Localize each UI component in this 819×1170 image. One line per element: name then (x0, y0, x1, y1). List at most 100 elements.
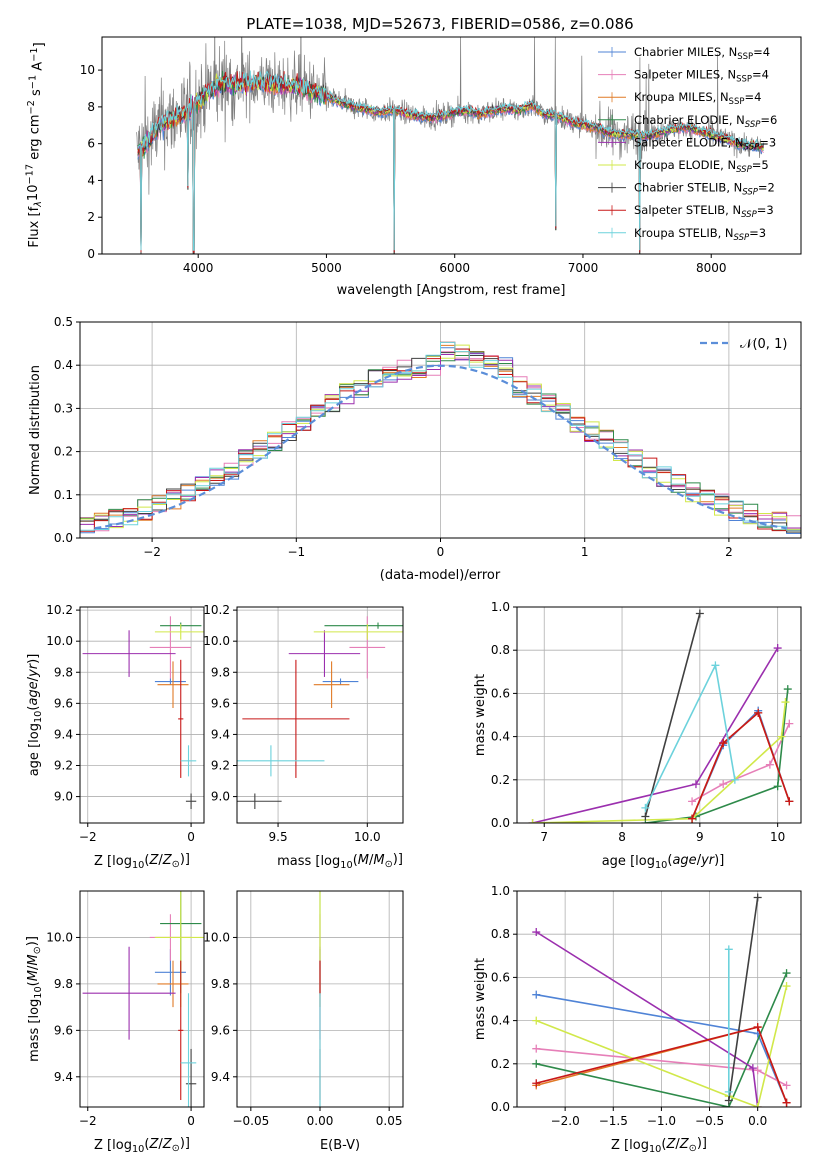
age_vs_Z-ytick-label: 9.4 (54, 727, 73, 741)
mass_vs_EBV-xtick-label: 0.00 (307, 1114, 334, 1128)
legend-label: Chabrier STELIB, NSSP=2 (634, 181, 775, 198)
mass-weight-point (532, 1044, 541, 1053)
spectrum-axes: 4000 5000 6000 7000 8000 0 2 4 6 8 10 (80, 36, 802, 275)
age-vs-Z-xlabel: Z [log10(Z/Z⊙)] (94, 852, 190, 871)
massweight-age-ylabel: mass weight (473, 674, 488, 756)
massweight_vs_age-xtick-label: 8 (618, 830, 626, 844)
massweight_vs_age-ytick-label: 0.4 (491, 730, 510, 744)
residuals-xlabel: (data-model)/error (380, 568, 501, 583)
massweight_vs_Z-ytick-label: 0.6 (491, 970, 510, 984)
massweight_vs_Z-plot-area (532, 893, 791, 1107)
residuals-axes: −2 −1 0 1 2 0.0 0.1 0.2 0.3 0.4 0.5 (54, 315, 802, 559)
age_vs_Z-ytick-label: 10.2 (46, 603, 73, 617)
residuals-ytick-label: 0.3 (54, 401, 73, 415)
spectrum-ytick-label: 10 (80, 63, 95, 77)
age_vs_mass-xtick-label: 9.5 (269, 830, 288, 844)
massweight_vs_Z-frame (516, 890, 802, 1108)
mass-weight-point (532, 928, 541, 937)
mass-weight-point (719, 739, 728, 748)
mass-weight-point (785, 719, 794, 728)
spectrum-ytick-label: 8 (87, 100, 95, 114)
age_vs_mass-ytick-label: 9.4 (211, 727, 230, 741)
spectrum-frame (101, 36, 802, 255)
age_vs_mass-frame (236, 606, 404, 824)
massweight_vs_Z-xtick-label: −1.0 (647, 1114, 676, 1128)
mass-weight-line (691, 711, 791, 820)
mass-weight-point (688, 797, 697, 806)
mass_vs_EBV-ytick-label: 9.8 (211, 977, 230, 991)
massweight_vs_age-ytick-label: 0.2 (491, 773, 510, 787)
mass-weight-point (724, 1087, 733, 1096)
age_vs_Z-xtick-label: −2 (79, 830, 97, 844)
residuals-ytick-label: 0.1 (54, 488, 73, 502)
mass_vs_Z-axes: −2 0 9.4 9.6 9.8 10.0 (46, 890, 205, 1128)
residual-histogram (80, 352, 801, 529)
mass_vs_Z-plot-area (82, 891, 204, 1107)
massweight_vs_Z-ytick-label: 1.0 (491, 884, 510, 898)
mass-weight-point (724, 945, 733, 954)
spectrum-xlabel: wavelength [Angstrom, rest frame] (337, 283, 566, 298)
normal-reference-curve (94, 364, 787, 530)
massweight_vs_Z-ytick-label: 0.4 (491, 1014, 510, 1028)
age_vs_Z-plot-area (82, 616, 204, 810)
age_vs_mass-ytick-label: 9.8 (211, 665, 230, 679)
massweight-Z-xlabel: Z [log10(Z/Z⊙)] (611, 1136, 707, 1155)
mass-weight-point (688, 814, 697, 823)
spectrum-xtick-label: 4000 (183, 261, 214, 275)
legend-label: Chabrier MILES, NSSP=4 (634, 45, 770, 62)
age_vs_Z-ytick-label: 9.6 (54, 696, 73, 710)
age_vs_mass-ytick-label: 9.2 (211, 759, 230, 773)
mass-weight-line (645, 689, 789, 823)
massweight_vs_Z-xtick-label: −2.0 (551, 1114, 580, 1128)
residuals-xtick-label: 0 (437, 545, 445, 559)
residuals-xtick-label: −1 (287, 545, 305, 559)
spectrum-xtick-label: 7000 (568, 261, 599, 275)
spectrum-plot-area (136, 37, 765, 254)
massweight-Z-ylabel: mass weight (473, 958, 488, 1040)
mass_vs_Z-frame (79, 890, 205, 1108)
age_vs_Z-ytick-label: 9.2 (54, 759, 73, 773)
massweight_vs_age-axes: 7 8 9 10 0.0 0.2 0.4 0.6 0.8 1.0 (491, 600, 802, 844)
massweight_vs_Z-ytick-label: 0.0 (491, 1100, 510, 1114)
mass-ylabel: mass [log10(M/M⊙)] (25, 936, 44, 1062)
massweight_vs_Z-xtick-label: −1.5 (599, 1114, 628, 1128)
mass_vs_EBV-axes: −0.05 0.00 0.05 9.4 9.6 9.8 10.0 (203, 890, 404, 1128)
mass-weight-point (782, 1081, 791, 1090)
mass-weight-line (535, 931, 759, 1107)
mass-weight-point (753, 1066, 762, 1075)
spectrum-xtick-label: 8000 (696, 261, 727, 275)
mass-weight-point (783, 685, 792, 694)
mass-weight-point (753, 1103, 762, 1107)
spectrum-model-line (137, 76, 764, 253)
legend-label: Kroupa STELIB, NSSP=3 (634, 226, 766, 243)
residuals-xtick-label: 2 (725, 545, 733, 559)
massweight_vs_age-xtick-label: 10 (770, 830, 785, 844)
mass-weight-point (777, 732, 786, 741)
mass_vs_Z-ytick-label: 9.8 (54, 977, 73, 991)
massweight_vs_Z-xtick-label: 0.0 (748, 1114, 767, 1128)
mass_vs_Z-xtick-label: −2 (79, 1114, 97, 1128)
mass-weight-line (532, 701, 787, 823)
residuals-plot-area (80, 341, 801, 534)
residuals-ytick-label: 0.2 (54, 445, 73, 459)
massweight_vs_Z-xtick-label: −0.5 (695, 1114, 724, 1128)
massweight_vs_age-plot-area (528, 609, 794, 823)
mass_vs_Z-ytick-label: 9.4 (54, 1070, 73, 1084)
figure-title: PLATE=1038, MJD=52673, FIBERID=0586, z=0… (246, 15, 633, 33)
residuals-ytick-label: 0.0 (54, 531, 73, 545)
mass_vs_EBV-ytick-label: 10.0 (203, 930, 230, 944)
massweight_vs_age-ytick-label: 0.6 (491, 686, 510, 700)
residuals-ylabel: Normed distribution (28, 365, 43, 495)
mass-weight-point (532, 1059, 541, 1068)
massweight-age-xlabel: age [log10(age/yr)] (602, 853, 725, 871)
spectrum-model-line (137, 70, 764, 251)
age_vs_mass-ytick-label: 10.0 (203, 634, 230, 648)
mass-weight-point (748, 1064, 757, 1073)
mass-weight-point (773, 644, 782, 653)
legend-label: Kroupa MILES, NSSP=4 (634, 90, 761, 107)
mass-weight-point (532, 990, 541, 999)
mass-weight-point (730, 775, 739, 784)
mass-weight-point (719, 780, 728, 789)
age_vs_mass-plot-area (237, 616, 403, 810)
